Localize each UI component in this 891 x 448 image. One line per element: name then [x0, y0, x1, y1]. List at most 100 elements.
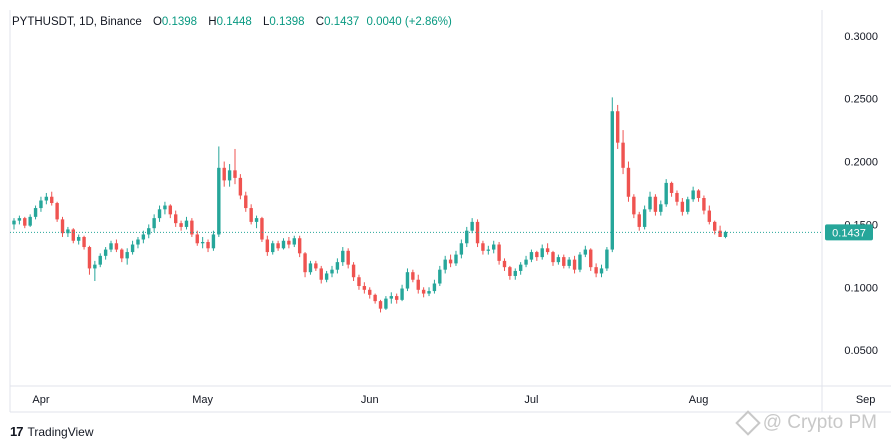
candle-body: [28, 216, 32, 226]
candle-body: [76, 236, 81, 241]
candle-body: [384, 298, 388, 309]
candle-body: [351, 264, 356, 278]
candle-body: [23, 218, 27, 226]
candle-body: [141, 234, 146, 240]
last-price-label: 0.1437: [832, 227, 866, 239]
candle-body: [271, 243, 275, 253]
candle-body: [308, 263, 313, 273]
candle-body: [659, 204, 663, 212]
y-tick-label: 0.2500: [844, 94, 878, 106]
candle-body: [405, 272, 410, 289]
axes: 0.30000.25000.20000.15000.10000.0500AprM…: [10, 31, 878, 406]
candle-body: [713, 221, 717, 231]
candle-body: [324, 273, 329, 280]
candle-body: [233, 170, 237, 178]
candle-body: [421, 289, 426, 294]
candle-body: [238, 177, 243, 196]
candle-body: [702, 198, 706, 211]
symbol-label: PYTHUSDT, 1D, Binance: [12, 16, 142, 28]
candle-body: [249, 208, 253, 222]
candle-body: [152, 218, 156, 229]
close-value: 0.1437: [324, 16, 360, 28]
candle-body: [524, 259, 528, 265]
x-tick-label: Jul: [524, 394, 538, 406]
candle-body: [174, 214, 178, 224]
candle-body: [109, 243, 113, 250]
candle-body: [508, 267, 512, 276]
candle-body: [130, 244, 135, 253]
candle-body: [529, 252, 534, 260]
tradingview-footer[interactable]: 17 TradingView: [10, 424, 94, 439]
candle-body: [254, 218, 259, 222]
candle-body: [211, 234, 216, 249]
candle-body: [147, 228, 151, 235]
candle-body: [346, 250, 350, 265]
candle-body: [222, 167, 226, 181]
candle-body: [394, 296, 399, 300]
candle-body: [470, 221, 474, 231]
candle-body: [626, 167, 631, 197]
candle-body: [87, 247, 92, 269]
close-key: C: [315, 16, 325, 28]
candle-body: [605, 249, 609, 269]
candle-body: [114, 243, 119, 250]
candle-body: [481, 243, 485, 251]
x-tick-label: May: [192, 394, 213, 406]
candle-body: [621, 142, 625, 168]
candle-body: [653, 196, 658, 212]
x-tick-label: Aug: [689, 394, 709, 406]
candles: [12, 97, 728, 313]
candle-body: [443, 259, 447, 270]
candle-body: [292, 238, 296, 245]
candle-body: [438, 269, 442, 284]
candle-body: [44, 196, 49, 201]
candle-body: [518, 264, 523, 271]
candle-body: [179, 223, 183, 227]
candle-body: [281, 240, 286, 249]
candle-body: [572, 259, 577, 270]
watermark-text: @ Crypto PM: [762, 412, 877, 433]
candle-body: [535, 252, 539, 258]
candle-body: [615, 111, 620, 143]
candle-body: [454, 254, 458, 264]
candle-body: [594, 267, 598, 274]
y-tick-label: 0.3000: [844, 31, 878, 43]
candle-body: [66, 229, 70, 234]
candle-body: [642, 209, 647, 227]
candle-body: [168, 205, 173, 215]
candle-body: [378, 301, 383, 309]
candle-body: [335, 262, 340, 270]
y-tick-label: 0.2000: [844, 157, 878, 169]
change-value: 0.0040 (+2.86%): [366, 16, 452, 28]
candle-body: [680, 201, 685, 212]
candle-body: [400, 288, 404, 300]
candle-body: [648, 196, 652, 210]
candle-body: [492, 244, 496, 250]
y-tick-label: 0.1000: [844, 282, 878, 294]
candle-body: [599, 268, 604, 274]
candle-body: [314, 263, 318, 269]
candle-body: [195, 234, 199, 244]
candle-body: [206, 242, 210, 249]
candle-body: [551, 252, 555, 263]
last-price-badge: [825, 224, 873, 241]
candle-body: [448, 259, 453, 264]
candle-body: [330, 269, 334, 274]
candle-body: [227, 170, 232, 181]
candle-body: [157, 209, 162, 219]
candle-body: [55, 203, 59, 220]
symbol-legend: PYTHUSDT, 1D, Binance O0.1398 H0.1448 L0…: [12, 16, 452, 28]
candle-body: [562, 257, 566, 266]
candle-body: [50, 196, 54, 204]
candle-body: [675, 192, 679, 202]
candle-body: [303, 253, 307, 273]
candle-body: [707, 210, 712, 222]
candle-body: [163, 205, 167, 210]
candle-body: [718, 230, 722, 237]
candle-body: [502, 260, 507, 268]
candle-body: [297, 238, 302, 254]
candle-body: [71, 229, 75, 241]
candle-body: [578, 254, 582, 270]
candle-body: [60, 219, 65, 234]
